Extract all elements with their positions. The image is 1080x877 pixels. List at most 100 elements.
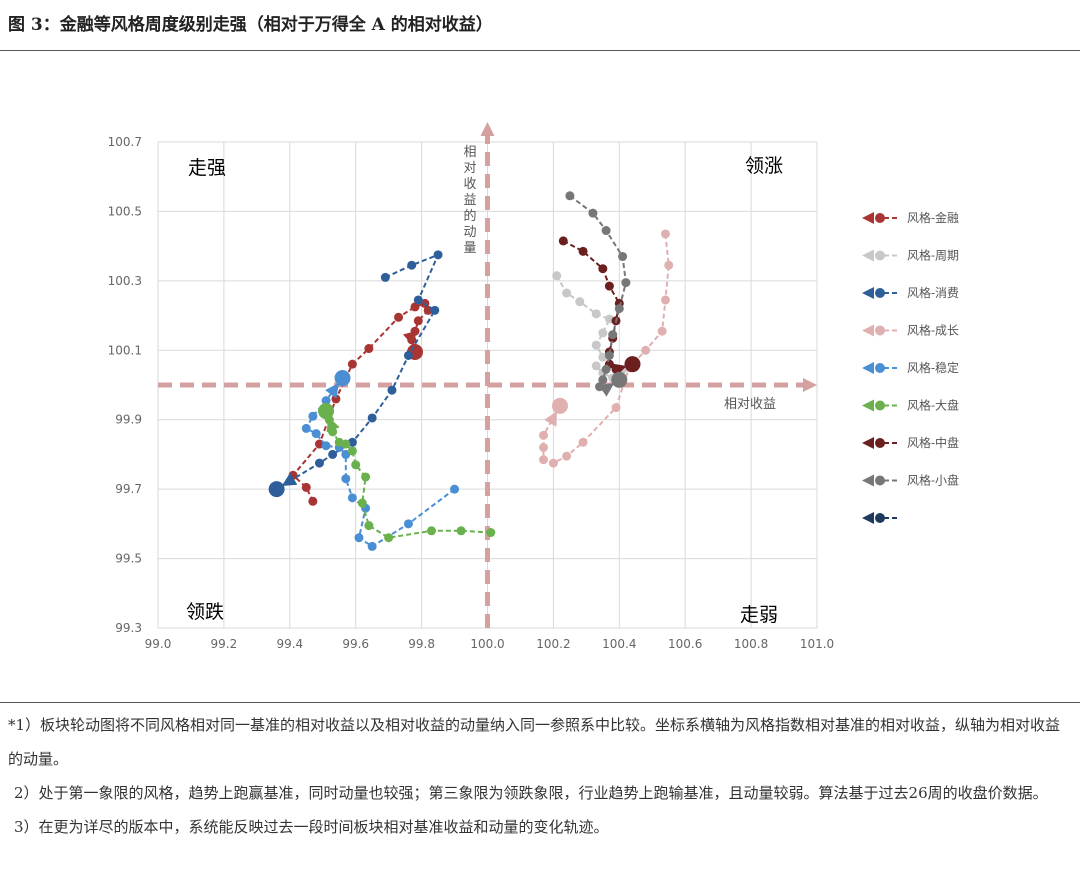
series-point (598, 375, 608, 385)
series-point (575, 297, 585, 307)
y-axis-arrow (480, 122, 495, 136)
series-point (548, 458, 558, 468)
series-point (314, 458, 324, 468)
series-arrow (325, 382, 339, 399)
series-point (331, 394, 341, 404)
series-point (301, 482, 311, 492)
legend-label: 风格-消费 (907, 285, 959, 300)
legend-marker (875, 250, 885, 261)
series-point (450, 484, 460, 494)
series-point (657, 326, 667, 336)
series-point (598, 328, 608, 338)
legend-marker (875, 213, 885, 223)
series-point (413, 316, 423, 326)
series-point (403, 519, 413, 529)
series-point (380, 272, 390, 282)
x-tick-label: 99.8 (408, 637, 435, 651)
rotation-chart: 99.0 99.2 99.4 99.6 99.8 100.0 100.2 100.4 100.6… (108, 122, 959, 651)
legend-label: 风格-小盘 (907, 473, 959, 488)
series-point (433, 250, 443, 260)
series-line (276, 252, 440, 490)
x-tick-label: 101.0 (800, 637, 834, 651)
series-point (347, 359, 357, 369)
footnote-2: 2）处于第一象限的风格，趋势上跑赢基准，同时动量也较强；第三象限为领跌象限，行业… (14, 784, 1048, 802)
y-tick-label: 99.9 (115, 413, 142, 427)
series-point (364, 344, 374, 354)
series-point (486, 528, 496, 538)
y-tick-label: 100.5 (108, 204, 142, 218)
series-point (367, 413, 377, 423)
quadrant-label-bottom-left: 领跌 (186, 601, 224, 623)
y-axis-label-char: 收 (463, 177, 476, 192)
series-point (641, 345, 651, 355)
legend-label: 风格-中盘 (907, 435, 959, 450)
y-tick-label: 100.1 (108, 343, 142, 357)
footnotes: *1）板块轮动图将不同风格相对同一基准的相对收益以及相对收益的动量纳入同一参照系… (8, 708, 1074, 844)
series-point (347, 446, 357, 456)
legend-label: 风格-大盘 (907, 398, 959, 413)
legend-arrow (862, 512, 874, 524)
notes-divider (0, 702, 1080, 703)
reference-axes (158, 122, 817, 628)
series-point (430, 305, 440, 315)
series-point (614, 304, 624, 314)
series-point (410, 302, 420, 312)
series-point (394, 312, 404, 322)
legend-label: 风格-金融 (907, 210, 959, 225)
series-point (660, 229, 670, 239)
series-arrow (403, 330, 417, 347)
series-point (591, 340, 601, 350)
legend-arrow (862, 212, 874, 224)
quadrant-labels: 走强 领涨 领跌 走弱 (186, 155, 783, 626)
x-tick-label: 99.6 (342, 637, 369, 651)
series-point (268, 481, 285, 498)
series-point (354, 533, 364, 543)
series-point (321, 396, 331, 406)
y-tick-label: 100.7 (108, 135, 142, 149)
series-point (407, 260, 417, 270)
y-axis-label-char: 对 (463, 161, 476, 176)
series-point (552, 271, 562, 281)
legend-marker (875, 438, 885, 448)
series-point (611, 371, 628, 388)
series-arrow (326, 416, 340, 433)
series-point (588, 208, 598, 218)
series-point (578, 437, 588, 447)
series-point (308, 411, 318, 421)
title-divider (0, 50, 1080, 51)
legend-arrow (862, 249, 874, 262)
series-point (591, 361, 601, 371)
series-point (334, 437, 344, 447)
legend-arrow (862, 474, 874, 487)
x-tick-label: 99.4 (276, 637, 303, 651)
quadrant-label-top-right: 领涨 (745, 155, 783, 177)
x-axis-label: 相对收益 (724, 397, 776, 412)
footnote-1: *1）板块轮动图将不同风格相对同一基准的相对收益以及相对收益的动量纳入同一参照系… (8, 716, 1061, 768)
series-point (562, 288, 572, 298)
series-point (604, 281, 614, 291)
series-point (341, 474, 351, 484)
series-point (334, 370, 351, 387)
series-arrow (598, 383, 615, 397)
legend-label: 风格-周期 (907, 248, 959, 263)
quadrant-label-bottom-right: 走弱 (740, 604, 778, 626)
series-point (426, 526, 436, 536)
series-point (539, 442, 549, 452)
series-point (301, 423, 311, 433)
legend-marker (875, 513, 885, 523)
series-point (341, 449, 351, 459)
series-point (413, 295, 423, 305)
y-tick-label: 99.3 (115, 621, 142, 635)
x-tick-label: 100.2 (536, 637, 570, 651)
x-tick-label: 99.0 (145, 637, 172, 651)
tick-labels: 99.0 99.2 99.4 99.6 99.8 100.0 100.2 100.4 100.6… (108, 135, 835, 651)
chart-title: 图 3：金融等风格周度级别走强（相对于万得全 A 的相对收益） (8, 15, 493, 35)
series-point (328, 449, 338, 459)
series-line (304, 377, 456, 548)
series-point (367, 541, 377, 551)
series-point (539, 430, 549, 440)
series-point (558, 236, 568, 246)
series-line (542, 233, 670, 465)
series-point (311, 429, 321, 439)
series-point (357, 498, 367, 508)
